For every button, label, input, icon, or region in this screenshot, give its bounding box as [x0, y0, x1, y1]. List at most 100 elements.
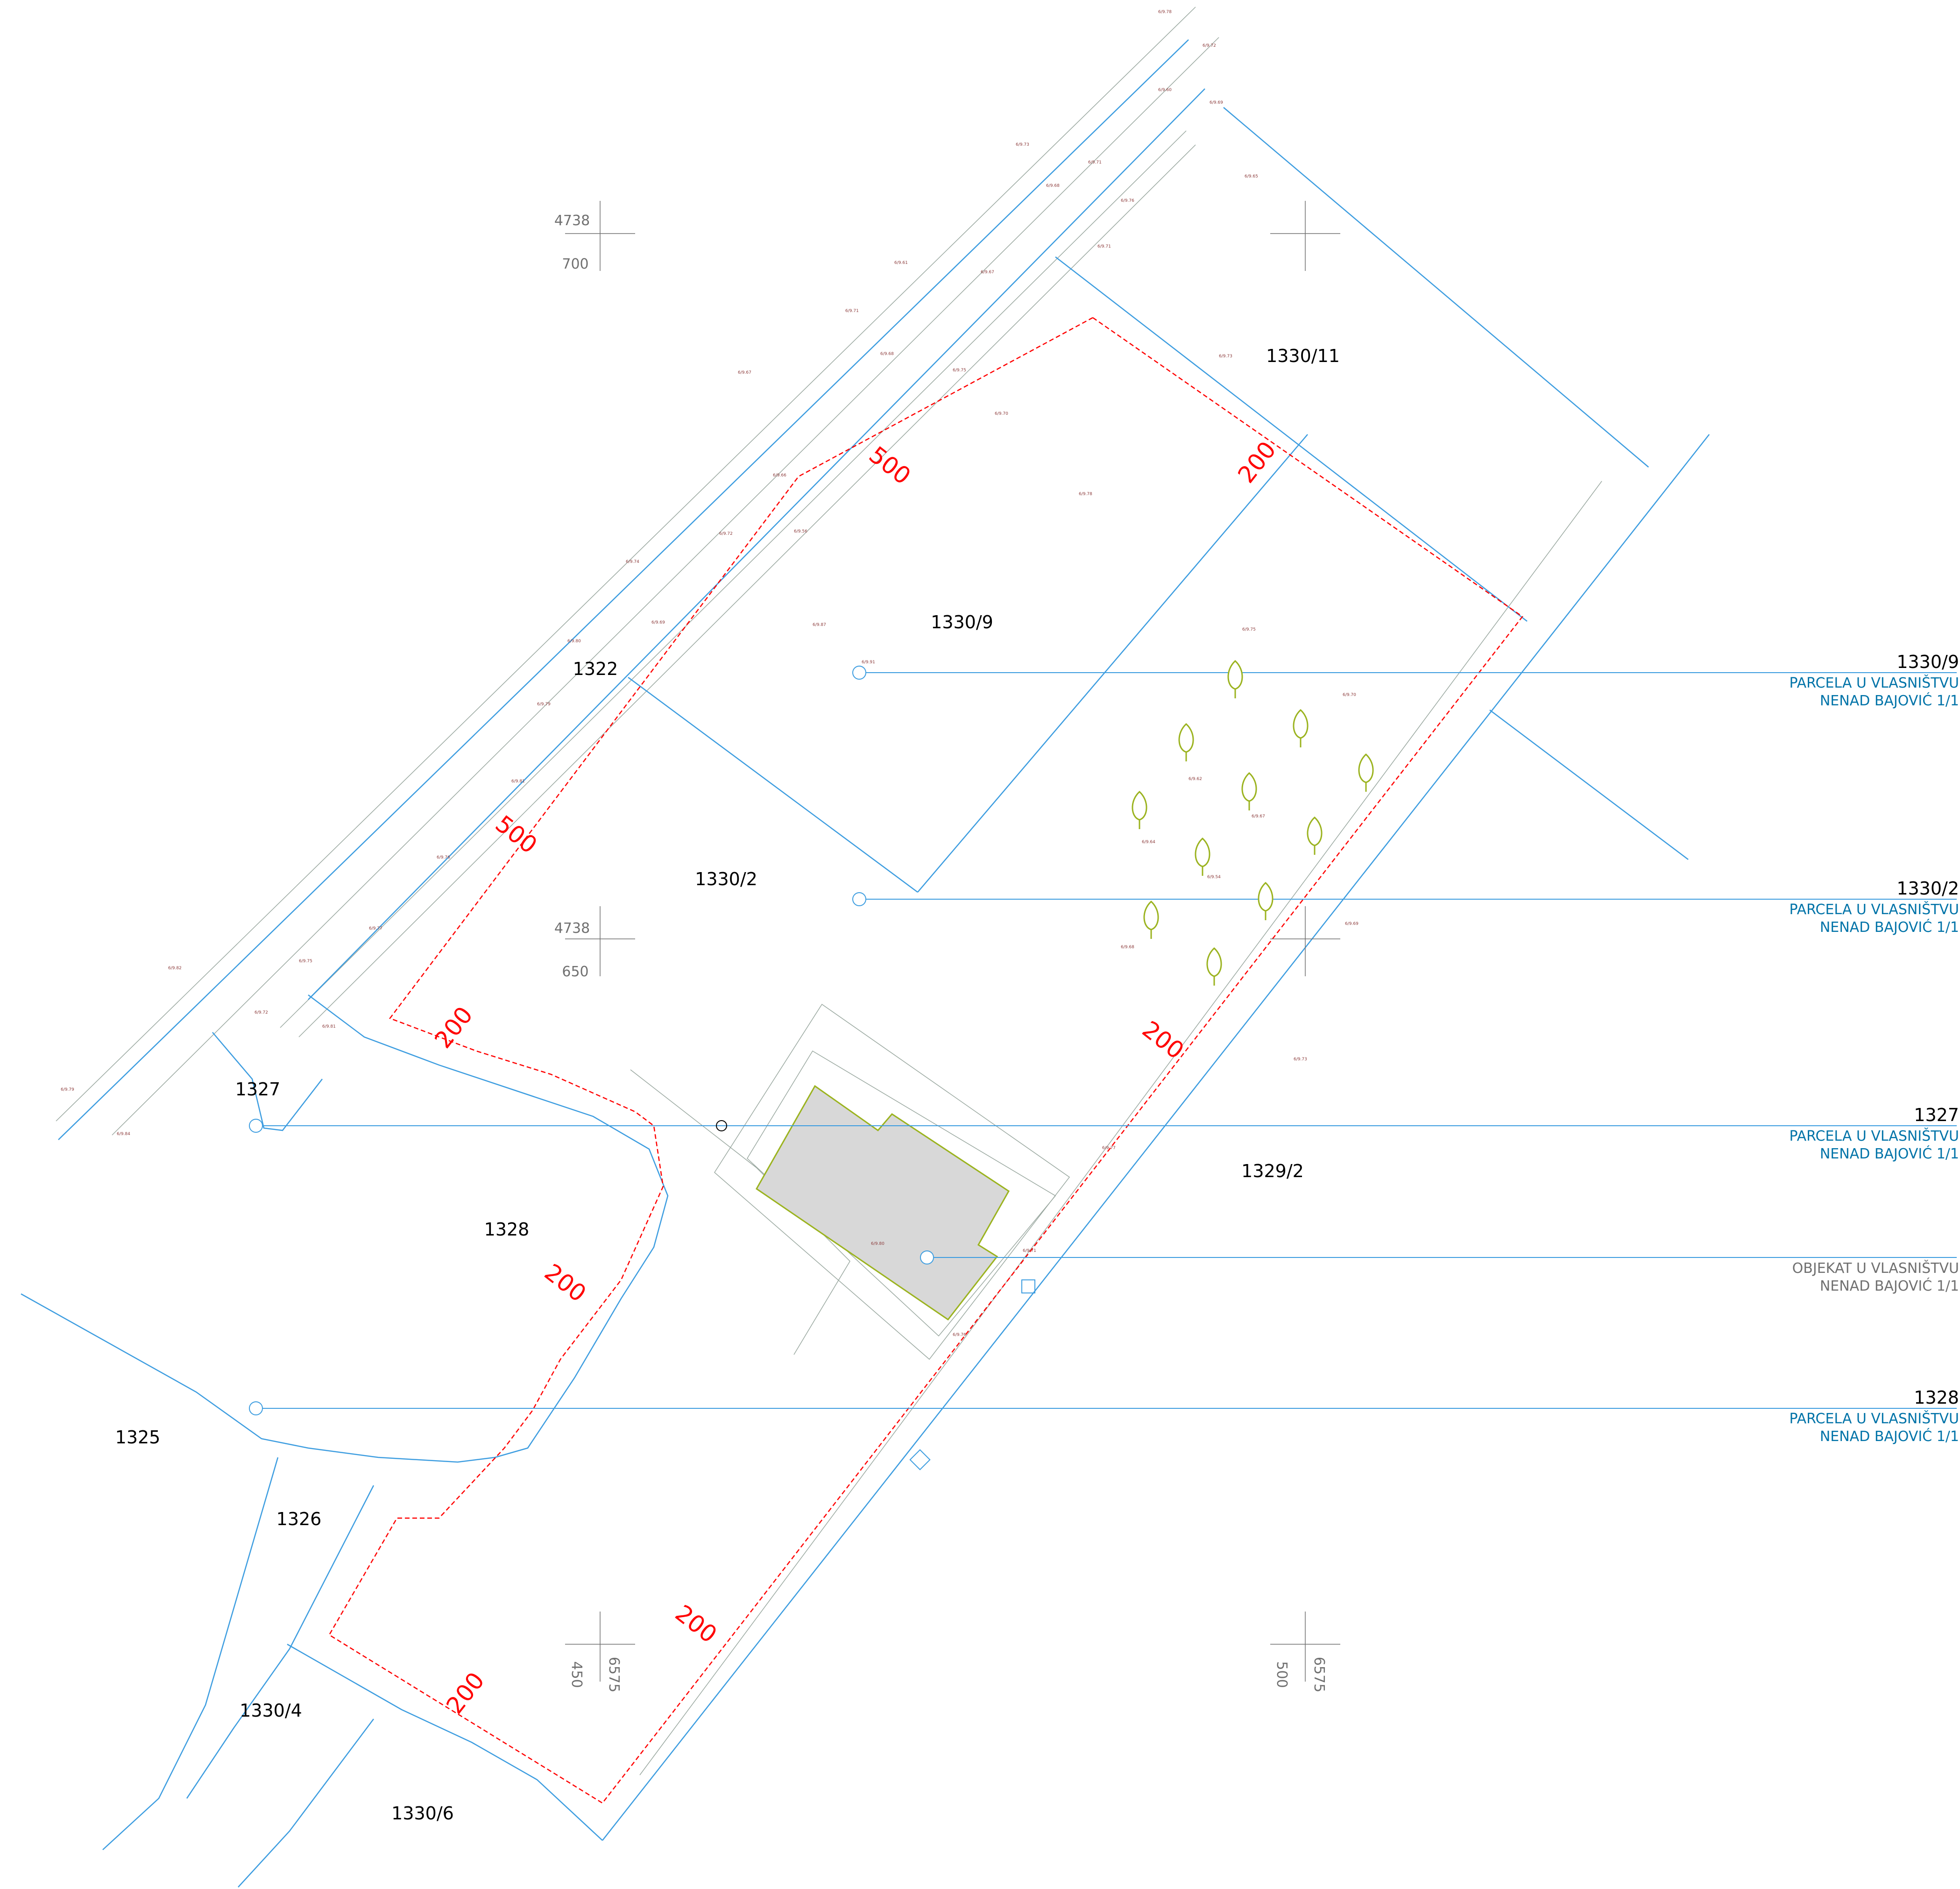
coord-label-2-bottom: 650 [562, 964, 588, 980]
legend: 1330/9 PARCELA U VLASNIŠTVU NENAD BAJOVI… [1789, 652, 1959, 1445]
elevation-label: 6/9.69 [1345, 922, 1359, 926]
elevation-label: 6/9.80 [871, 1242, 884, 1246]
elevation-label: 6/9.72 [255, 1010, 268, 1015]
building-setback-line [328, 317, 1523, 1804]
tree-icon [1178, 723, 1194, 761]
elevation-label: 6/9.75 [299, 959, 312, 964]
elevation-label: 6/9.68 [1121, 945, 1134, 950]
elevation-label: 6/9.64 [1142, 840, 1155, 845]
boundary-1329-2-spur [1489, 710, 1689, 860]
boundary-1330-9-south [628, 676, 918, 893]
tree-icon [1227, 660, 1243, 698]
elevation-label: 6/9.68 [880, 352, 894, 356]
elevation-label: 6/9.79 [537, 702, 551, 707]
road-edge-1 [56, 7, 1196, 1122]
boundary-1326-east [186, 1485, 375, 1799]
coord-label-1-bottom: 700 [562, 256, 588, 272]
building-footprint [756, 1085, 1010, 1321]
elevation-label: 6/9.81 [511, 779, 525, 784]
parcel-boundaries [21, 39, 1710, 1888]
tree-icon [1143, 900, 1159, 939]
legend-1328-line2: NENAD BAJOVIĆ 1/1 [1820, 1427, 1959, 1445]
elevation-label: 6/9.78 [1158, 10, 1172, 14]
coordinate-crosshairs [565, 201, 1340, 1682]
parcel-label-1330-11: 1330/11 [1266, 346, 1340, 366]
legend-1330-2-line1: PARCELA U VLASNIŠTVU [1789, 901, 1959, 918]
leader-dot-object [920, 1250, 934, 1264]
well-marker [909, 1449, 931, 1470]
tree-icon [1307, 816, 1323, 855]
boundary-1330-11-dotted [1223, 107, 1649, 468]
elevation-label: 6/9.69 [651, 620, 665, 625]
elevation-label: 6/9.74 [626, 560, 639, 564]
elevation-label: 6/9.75 [953, 368, 966, 373]
boundary-road-lower [308, 88, 1205, 1000]
elevation-label: 6/9.76 [437, 855, 450, 860]
leader-dot-1330-9 [852, 666, 866, 680]
coord-label-4-right: 6575 [1311, 1657, 1327, 1692]
legend-1327-line2: NENAD BAJOVIĆ 1/1 [1820, 1145, 1959, 1162]
parcel-label-1330-6: 1330/6 [391, 1803, 454, 1824]
legend-1330-2-line2: NENAD BAJOVIĆ 1/1 [1820, 918, 1959, 936]
elevation-label: 6/9.77 [1102, 1146, 1116, 1150]
elevation-label: 6/9.72 [1203, 43, 1216, 48]
trees [1132, 660, 1374, 986]
parcel-label-1326: 1326 [276, 1509, 322, 1529]
coord-label-3-left: 450 [568, 1661, 585, 1688]
leader-dot-1328 [249, 1401, 263, 1415]
elevation-label: 6/9.76 [1121, 199, 1134, 203]
road-strip [56, 7, 1602, 1775]
road-edge-4 [298, 144, 1196, 1037]
parcel-label-1330-9: 1330/9 [931, 612, 993, 632]
elevation-label: 6/9.56 [794, 529, 807, 534]
elevation-label: 6/9.71 [1088, 160, 1102, 165]
elevation-label: 6/9.75 [1242, 627, 1256, 632]
coord-label-3-right: 6575 [606, 1657, 622, 1692]
elevation-label: 6/9.70 [995, 412, 1008, 416]
elevation-label: 6/9.84 [117, 1132, 130, 1136]
setback-label-top-left: 500 [864, 441, 916, 490]
parcel-label-1327: 1327 [235, 1079, 281, 1100]
legend-id-1327: 1327 [1914, 1105, 1959, 1125]
coord-label-1-top: 4738 [554, 213, 590, 229]
elevation-label: 6/9.87 [813, 623, 826, 627]
survey-point-marker [716, 1120, 727, 1131]
setback-label-left-upper: 200 [429, 1001, 478, 1053]
manhole-marker [1021, 1279, 1035, 1293]
boundary-1330-9-east [917, 434, 1308, 893]
parcel-label-1328: 1328 [484, 1219, 530, 1240]
elevation-label: 6/9.70 [1343, 693, 1356, 697]
elevation-label: 6/9.68 [1046, 184, 1060, 188]
boundary-east-long [602, 434, 1710, 1841]
legend-object-line2: NENAD BAJOVIĆ 1/1 [1820, 1277, 1959, 1294]
leader-dot-1330-2 [852, 892, 866, 906]
setback-label-left-lower: 200 [539, 1258, 591, 1307]
boundary-1326-west [102, 1457, 279, 1850]
boundary-road-upper [58, 39, 1189, 1140]
boundary-1330-4 [287, 1643, 603, 1841]
elevation-label: 6/9.79 [61, 1087, 74, 1092]
coord-label-2-top: 4738 [554, 920, 590, 937]
legend-object-line1: OBJEKAT U VLASNIŠTVU [1792, 1259, 1959, 1277]
elevation-label: 6/9.72 [719, 532, 733, 536]
road-edge-2 [112, 37, 1219, 1136]
elevation-label: 6/9.73 [1294, 1057, 1307, 1062]
elevation-label: 6/9.66 [773, 473, 786, 478]
road-edge-3 [280, 130, 1187, 1028]
elevation-label: 6/9.82 [168, 966, 182, 971]
elevation-label: 6/9.61 [894, 261, 908, 265]
legend-1330-9-line2: NENAD BAJOVIĆ 1/1 [1820, 692, 1959, 709]
elevation-label: 6/9.65 [1245, 174, 1258, 179]
elevation-label: 6/9.91 [862, 660, 875, 665]
elevation-label: 6/9.71 [1097, 244, 1111, 249]
tree-icon [1293, 709, 1309, 747]
elevation-label: 6/9.81 [322, 1024, 336, 1029]
survey-markers [716, 1120, 1035, 1470]
leader-dot-1327 [249, 1119, 263, 1133]
setback-label-bottom-left: 200 [441, 1667, 489, 1719]
elevation-label: 6/9.67 [738, 370, 751, 375]
elevation-label: 6/9.71 [1023, 1249, 1036, 1253]
legend-1330-9-line1: PARCELA U VLASNIŠTVU [1789, 674, 1959, 691]
elevation-label: 6/9.80 [567, 639, 581, 644]
